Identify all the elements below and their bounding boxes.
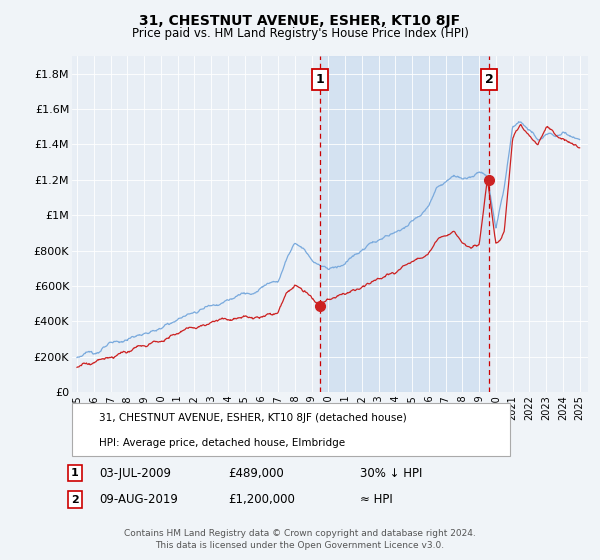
Text: Price paid vs. HM Land Registry's House Price Index (HPI): Price paid vs. HM Land Registry's House … — [131, 27, 469, 40]
Text: 2: 2 — [71, 494, 79, 505]
Text: 2: 2 — [485, 73, 494, 86]
Text: 09-AUG-2019: 09-AUG-2019 — [99, 493, 178, 506]
Bar — [320, 56, 489, 392]
Text: ≈ HPI: ≈ HPI — [360, 493, 393, 506]
Text: 03-JUL-2009: 03-JUL-2009 — [99, 466, 171, 480]
Text: Contains HM Land Registry data © Crown copyright and database right 2024.: Contains HM Land Registry data © Crown c… — [124, 529, 476, 538]
Text: 1: 1 — [71, 468, 79, 478]
Text: 1: 1 — [316, 73, 325, 86]
Text: HPI: Average price, detached house, Elmbridge: HPI: Average price, detached house, Elmb… — [99, 438, 345, 448]
Text: £489,000: £489,000 — [228, 466, 284, 480]
Text: £1,200,000: £1,200,000 — [228, 493, 295, 506]
Text: 31, CHESTNUT AVENUE, ESHER, KT10 8JF: 31, CHESTNUT AVENUE, ESHER, KT10 8JF — [139, 14, 461, 28]
Text: This data is licensed under the Open Government Licence v3.0.: This data is licensed under the Open Gov… — [155, 542, 445, 550]
Text: 30% ↓ HPI: 30% ↓ HPI — [360, 466, 422, 480]
Text: 31, CHESTNUT AVENUE, ESHER, KT10 8JF (detached house): 31, CHESTNUT AVENUE, ESHER, KT10 8JF (de… — [99, 413, 407, 423]
